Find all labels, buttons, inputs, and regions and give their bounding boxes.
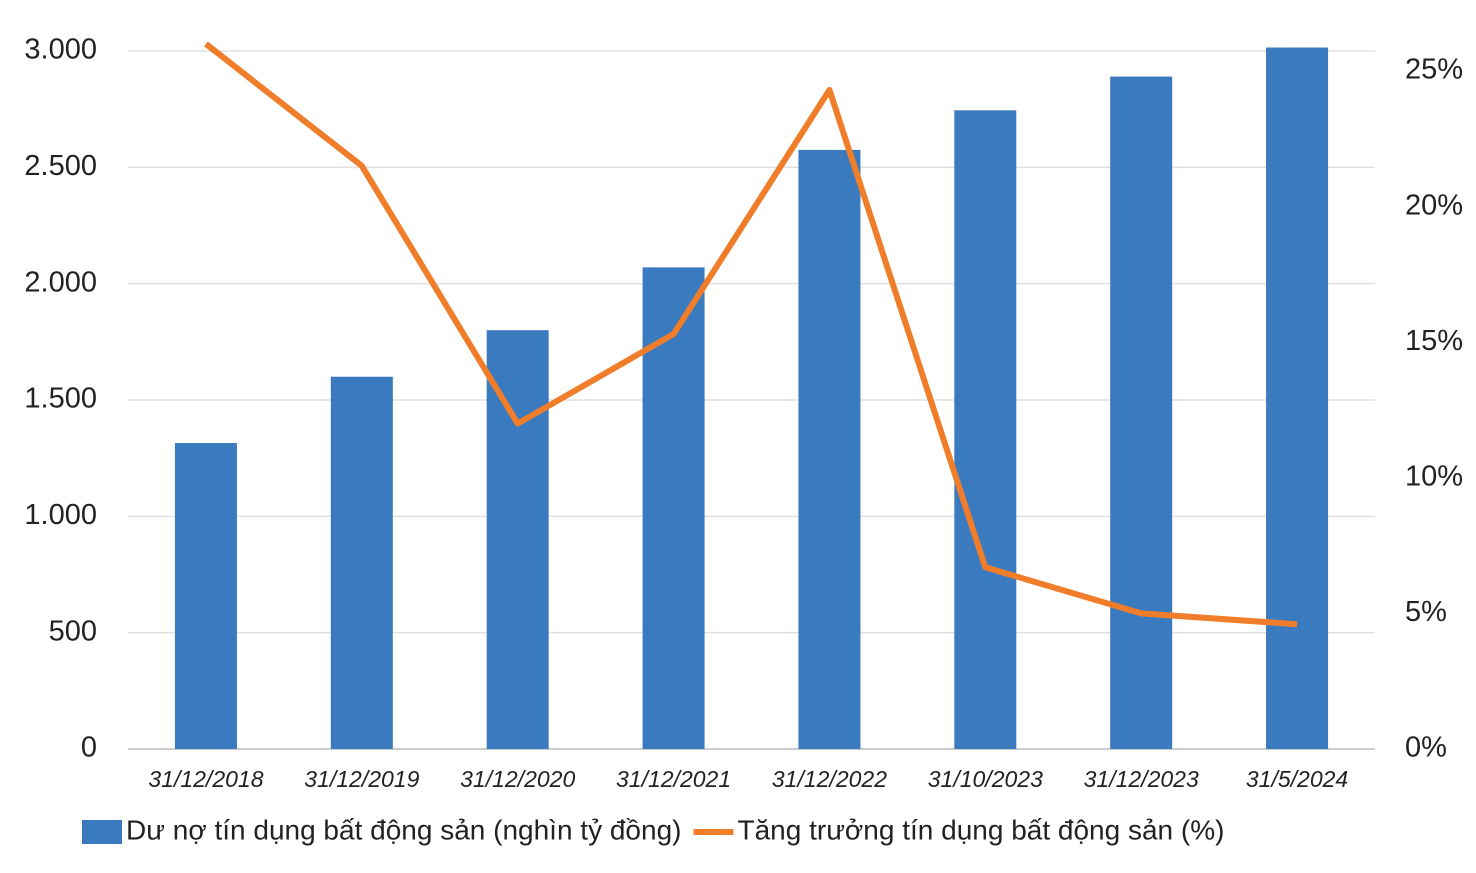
line xyxy=(204,41,1298,628)
bar xyxy=(486,330,549,749)
x-tick-label: 31/12/2023 xyxy=(1084,766,1199,792)
legend-label: Tăng trưởng tín dụng bất động sản (%) xyxy=(737,814,1224,845)
bar xyxy=(1266,47,1329,749)
y-tick-label: 2.000 xyxy=(24,266,97,298)
legend-label: Dư nợ tín dụng bất động sản (nghìn tỷ đồ… xyxy=(126,814,681,845)
x-tick-label: 31/12/2018 xyxy=(148,766,263,792)
bar xyxy=(954,110,1017,749)
bar xyxy=(1110,76,1173,750)
x-tick-label: 31/12/2022 xyxy=(772,766,887,792)
x-tick-label: 31/10/2023 xyxy=(928,766,1043,792)
y2-tick-label: 25% xyxy=(1405,54,1463,86)
x-tick-label: 31/5/2024 xyxy=(1246,766,1348,792)
y-tick-label: 1.000 xyxy=(24,499,97,531)
bar xyxy=(642,267,705,749)
y-tick-label: 500 xyxy=(49,615,97,647)
x-tick-label: 31/12/2019 xyxy=(304,766,419,792)
x-tick-label: 31/12/2021 xyxy=(616,766,731,792)
y-tick-label: 0 xyxy=(81,732,97,764)
y2-tick-label: 10% xyxy=(1405,460,1463,492)
y-tick-label: 3.000 xyxy=(24,34,97,66)
bar xyxy=(798,149,861,750)
x-tick-label: 31/12/2020 xyxy=(460,766,575,792)
y-tick-label: 2.500 xyxy=(24,150,97,182)
y2-tick-label: 5% xyxy=(1405,596,1447,628)
y-tick-label: 1.500 xyxy=(24,383,97,415)
y2-tick-label: 15% xyxy=(1405,325,1463,357)
y2-tick-label: 0% xyxy=(1405,732,1447,764)
legend-swatch xyxy=(82,820,122,844)
bar xyxy=(330,376,393,749)
bar xyxy=(174,443,237,749)
y2-tick-label: 20% xyxy=(1405,189,1463,221)
